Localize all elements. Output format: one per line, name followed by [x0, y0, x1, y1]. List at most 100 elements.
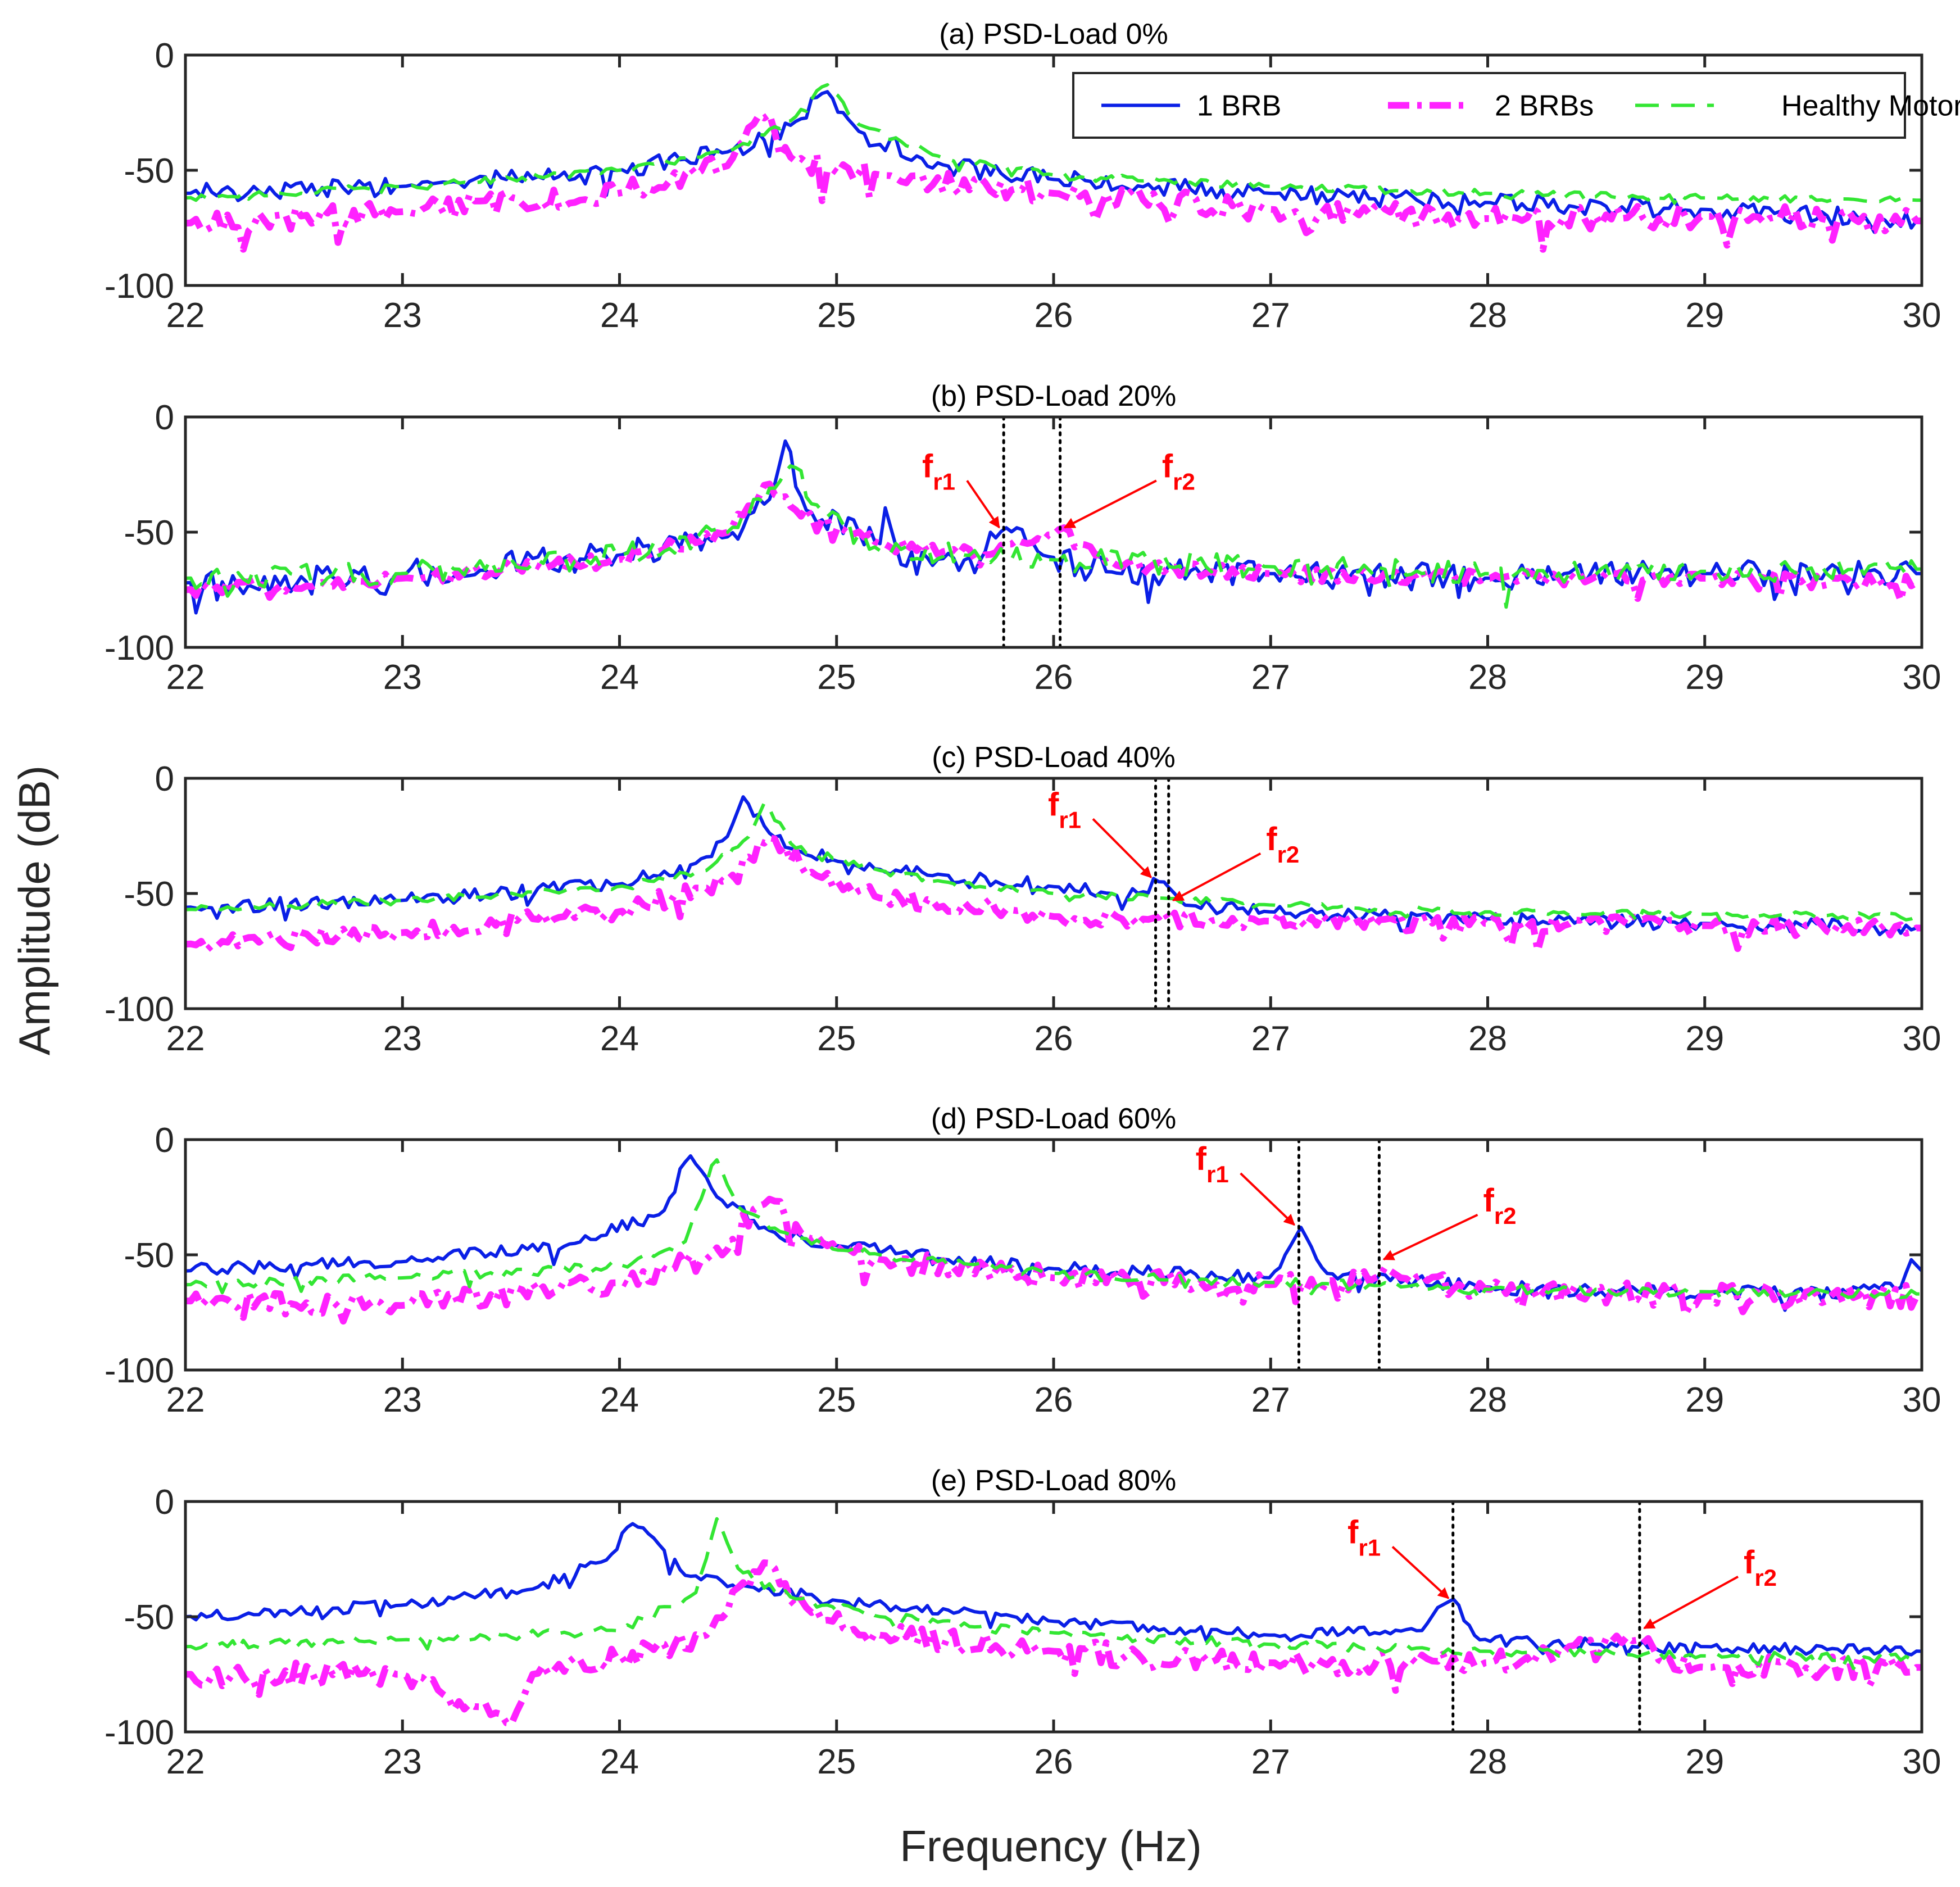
x-tick-label: 24 [600, 1743, 639, 1781]
y-tick-label: 0 [155, 398, 174, 437]
x-tick-label: 30 [1903, 1381, 1941, 1419]
annotation-label-fr2: fr2 [1266, 821, 1299, 868]
annotation-arrow-fr2 [1382, 1213, 1478, 1261]
x-tick-label: 22 [166, 1019, 205, 1058]
annotation-label-fr1: fr1 [1348, 1514, 1381, 1561]
annotation-arrow-fr2 [1063, 479, 1157, 529]
y-tick-label: -50 [124, 152, 174, 190]
x-tick-label: 22 [166, 296, 205, 335]
x-tick-label: 26 [1035, 1381, 1073, 1419]
annotation-main: f [1348, 1514, 1359, 1551]
series-line-2-brbs [185, 1559, 1922, 1727]
annotation-label-fr2: fr2 [1162, 448, 1195, 495]
annotation-main: f [1483, 1182, 1495, 1219]
x-tick-label: 22 [166, 1743, 205, 1781]
legend-label: 1 BRB [1197, 90, 1281, 123]
annotation-main: f [1048, 786, 1059, 823]
annotation-sub: r1 [1206, 1161, 1229, 1187]
x-tick-label: 27 [1251, 1019, 1290, 1058]
panel-title: (c) PSD-Load 40% [932, 741, 1176, 774]
x-tick-label: 23 [383, 1743, 422, 1781]
y-tick-label: -50 [124, 1598, 174, 1637]
annotation-arrow-fr2 [1643, 1576, 1739, 1630]
x-tick-label: 29 [1685, 1019, 1724, 1058]
annotation-arrow-fr1 [966, 480, 1000, 529]
panel-a: (a) PSD-Load 0% 22 23 24 25 26 27 28 29 30 0 -50 -10… [105, 18, 1960, 335]
series-line-2-brbs [185, 111, 1922, 253]
y-tick-label: -50 [124, 1236, 174, 1275]
annotation-main: f [1162, 448, 1173, 484]
annotation-main: f [1744, 1544, 1755, 1581]
y-tick-label: -100 [105, 990, 174, 1029]
x-tick-label: 26 [1035, 658, 1073, 697]
annotation-sub: r2 [1494, 1203, 1517, 1229]
legend-box [1072, 72, 1906, 139]
series-group [185, 1154, 1922, 1325]
series-group [185, 1517, 1922, 1727]
x-tick-label: 23 [383, 1381, 422, 1419]
series-line-2-brbs [185, 1195, 1922, 1325]
y-axis-label: Amplitude (dB) [10, 765, 59, 1055]
x-tick-label: 30 [1903, 658, 1941, 697]
series-group [185, 83, 1922, 253]
annotation-label-fr1: fr1 [1196, 1141, 1229, 1187]
y-tick-label: -100 [105, 629, 174, 668]
series-line-healthy-motor [185, 83, 1922, 205]
y-tick-label: -50 [124, 875, 174, 914]
annotation-arrow-fr1 [1092, 818, 1152, 878]
panels-container: (a) PSD-Load 0% 22 23 24 25 26 27 28 29 30 0 -50 -10… [105, 18, 1960, 1781]
x-tick-label: 24 [600, 1019, 639, 1058]
x-tick-label: 27 [1251, 296, 1290, 335]
x-tick-label: 24 [600, 1381, 639, 1419]
legend-label: Healthy Motor [1781, 90, 1960, 123]
x-tick-label: 30 [1903, 1743, 1941, 1781]
series-line-1-brb [185, 1522, 1922, 1658]
x-tick-label: 29 [1685, 658, 1724, 697]
x-tick-label: 30 [1903, 1019, 1941, 1058]
x-tick-label: 26 [1035, 1743, 1073, 1781]
annotation-label-fr2: fr2 [1483, 1182, 1517, 1229]
legend-label: 2 BRBs [1495, 90, 1594, 123]
y-tick-label: -100 [105, 267, 174, 306]
series-group [185, 439, 1922, 615]
series-group [185, 795, 1922, 954]
x-tick-label: 25 [817, 1743, 856, 1781]
x-tick-label: 27 [1251, 1743, 1290, 1781]
x-tick-label: 28 [1468, 1381, 1507, 1419]
annotation-arrow-fr1 [1391, 1546, 1450, 1599]
x-tick-label: 28 [1468, 296, 1507, 335]
x-tick-label: 27 [1251, 658, 1290, 697]
series-line-healthy-motor [185, 801, 1922, 926]
annotation-sub: r1 [933, 468, 955, 495]
y-tick-label: 0 [155, 37, 174, 75]
panel-title: (a) PSD-Load 0% [939, 18, 1168, 51]
annotation-arrow-fr2 [1172, 852, 1262, 902]
y-tick-label: -50 [124, 514, 174, 552]
annotation-sub: r2 [1277, 841, 1300, 868]
annotation-main: f [1266, 821, 1277, 858]
x-tick-label: 24 [600, 658, 639, 697]
x-tick-label: 26 [1035, 296, 1073, 335]
series-line-healthy-motor [185, 464, 1922, 609]
x-tick-label: 28 [1468, 1019, 1507, 1058]
y-tick-label: -100 [105, 1713, 174, 1752]
legend: 1 BRB 2 BRBs Healthy Motor [1072, 72, 1960, 139]
panel-title: (d) PSD-Load 60% [931, 1103, 1176, 1135]
x-tick-label: 28 [1468, 1743, 1507, 1781]
x-tick-label: 29 [1685, 296, 1724, 335]
annotation-sub: r1 [1358, 1535, 1381, 1561]
x-tick-label: 25 [817, 1381, 856, 1419]
x-tick-label: 29 [1685, 1743, 1724, 1781]
series-line-1-brb [185, 90, 1922, 234]
annotation-label-fr1: fr1 [1048, 786, 1081, 833]
x-tick-label: 22 [166, 1381, 205, 1419]
series-line-1-brb [185, 1154, 1922, 1312]
panel-title: (e) PSD-Load 80% [931, 1464, 1176, 1497]
y-tick-label: -100 [105, 1351, 174, 1390]
series-line-1-brb [185, 439, 1922, 615]
x-tick-label: 23 [383, 1019, 422, 1058]
